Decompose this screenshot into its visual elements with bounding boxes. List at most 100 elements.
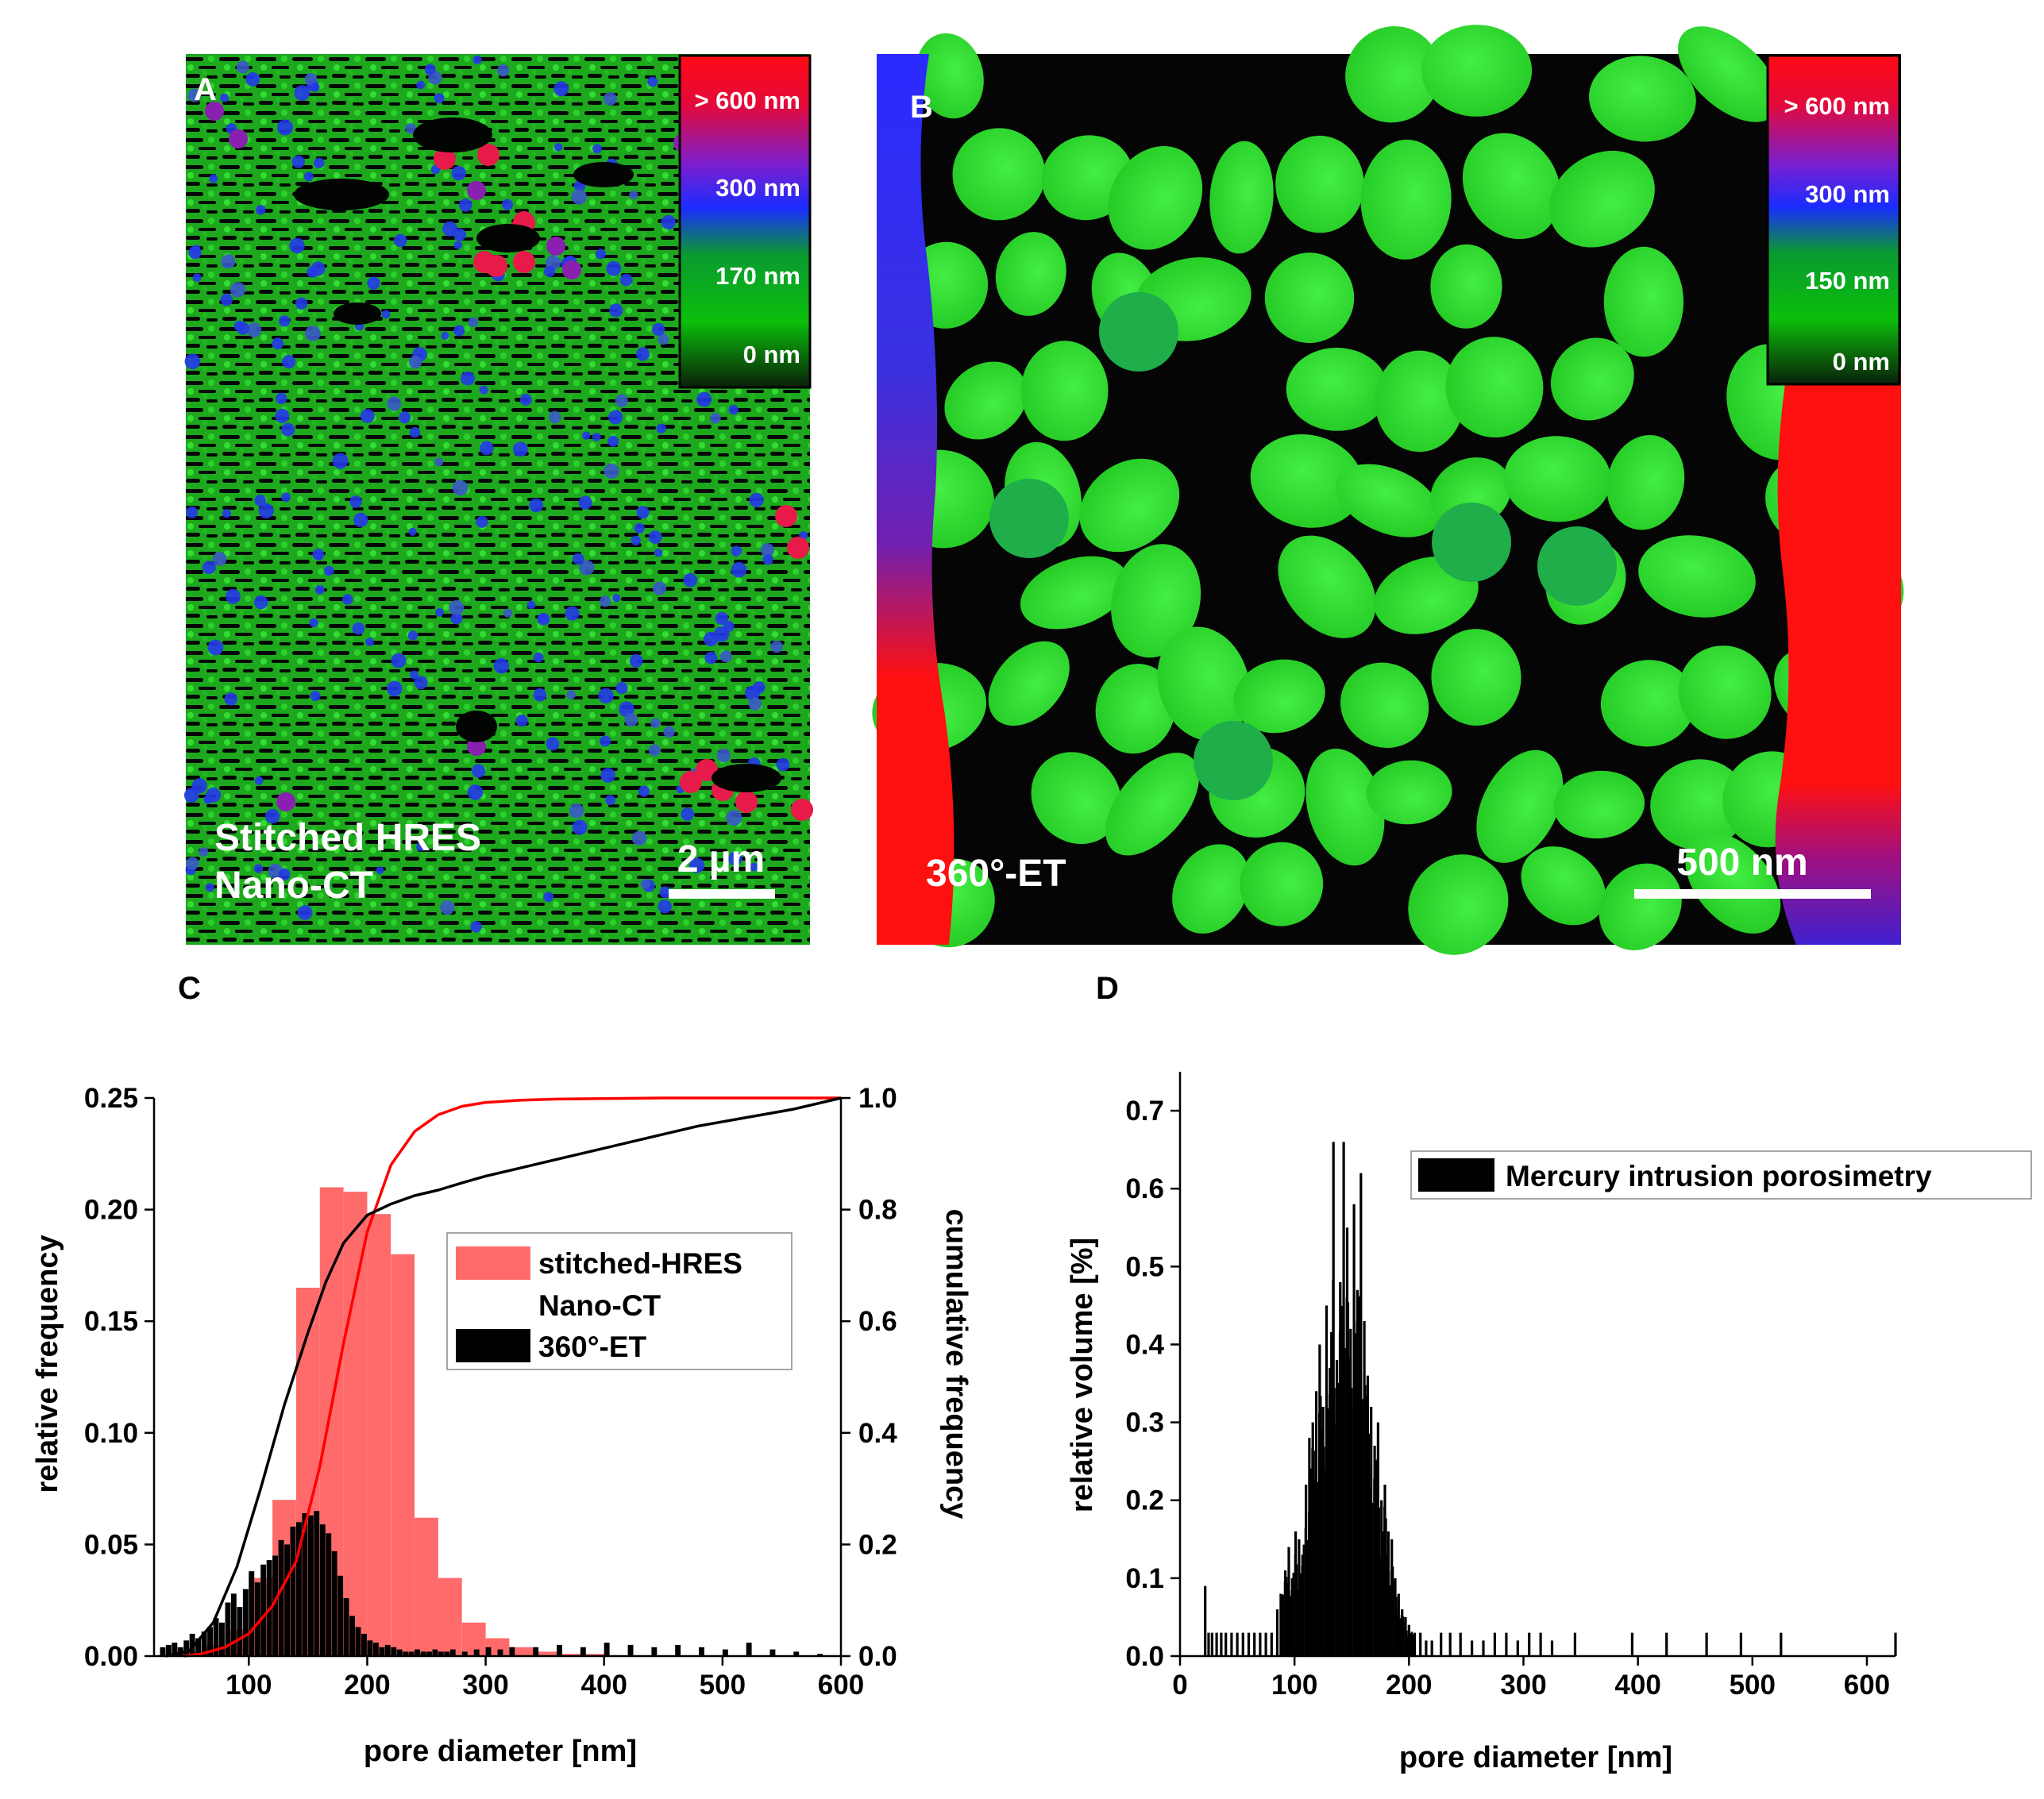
mip-bar-fill	[1373, 1478, 1375, 1656]
particle	[1020, 556, 1128, 630]
particle	[1600, 660, 1695, 747]
mip-bar-fill	[1321, 1430, 1324, 1656]
particle	[1345, 26, 1441, 123]
et-bar	[396, 1649, 403, 1656]
mip-bar-fill	[1311, 1448, 1313, 1656]
pore-dot-blue	[461, 371, 475, 386]
panel-d-x-axis-label: pore diameter [nm]	[1399, 1741, 1672, 1774]
mip-bar	[1224, 1632, 1228, 1656]
d-y-tick-label: 0.0	[1125, 1641, 1164, 1672]
mip-bar-fill	[1356, 1320, 1358, 1656]
pore-dot-blue	[307, 266, 318, 278]
panel-a-caption-line-1: Stitched HRES	[214, 817, 481, 859]
et-bar	[651, 1647, 658, 1656]
particle	[1606, 434, 1685, 530]
et-bar	[230, 1593, 237, 1656]
mip-bar-fill	[1298, 1590, 1300, 1656]
et-bar	[372, 1643, 379, 1656]
mip-bar	[1894, 1632, 1897, 1656]
c-y2-tick-label: 0.2	[858, 1529, 897, 1560]
pore-dot-blue	[683, 572, 697, 587]
et-bar	[343, 1597, 349, 1656]
panel-b-right-edge	[1775, 365, 1901, 945]
pore-dot-blue	[604, 463, 619, 480]
pore-dot-blue	[578, 495, 592, 510]
pore-dot-blue	[206, 788, 222, 803]
et-bar	[165, 1644, 172, 1656]
mip-bar-fill	[1318, 1412, 1321, 1656]
panel-c-legend-label-hres-1: stitched-HRES	[538, 1247, 742, 1280]
c-y-tick-label: 0.15	[84, 1306, 138, 1337]
hres-bar	[438, 1577, 462, 1656]
pore-dot-blue	[233, 320, 245, 332]
mip-bar-fill	[1290, 1590, 1293, 1656]
et-bar	[237, 1607, 243, 1656]
pore-dot-blue	[753, 681, 766, 694]
panel-a-pore-dots	[183, 55, 813, 933]
pore-dot-blue	[615, 394, 628, 407]
pore-void	[334, 302, 381, 325]
d-x-tick-label: 600	[1844, 1670, 1890, 1701]
particle	[1172, 844, 1250, 934]
mip-bar	[1471, 1640, 1474, 1656]
mip-bar-fill	[1285, 1577, 1288, 1656]
pore-dot-blue	[731, 561, 747, 578]
pore-dot-blue	[184, 353, 201, 370]
mip-bar-fill	[1395, 1597, 1398, 1656]
et-bar	[403, 1651, 409, 1656]
particle	[1462, 133, 1561, 240]
mip-bar-fill	[1295, 1564, 1298, 1656]
pore-dot-blue	[272, 337, 284, 350]
pore-dot-blue	[405, 123, 416, 134]
pore-dot-blue	[470, 921, 482, 933]
et-bar	[195, 1638, 202, 1656]
pore-dot-blue	[634, 522, 645, 534]
pore-dot-blue	[191, 245, 201, 253]
mip-bar-fill	[1325, 1470, 1327, 1656]
particle	[1108, 146, 1203, 250]
pore-dot-blue	[503, 608, 513, 618]
pore-dot-blue	[254, 595, 268, 610]
et-bar	[408, 1651, 415, 1656]
et-bar	[260, 1564, 267, 1656]
pore-dot-blue	[629, 654, 643, 668]
pore-dot-blue	[749, 492, 764, 508]
pore-dot-blue	[704, 651, 718, 665]
mip-bar-fill	[1361, 1399, 1363, 1656]
mip-bar-fill	[1314, 1478, 1317, 1656]
pore-dot-blue	[658, 333, 669, 345]
pore-dot-blue	[603, 92, 617, 106]
pore-dot-blue	[186, 506, 199, 518]
pore-dot-blue	[353, 512, 368, 528]
panel-d: D 0 100 200 300 400 500 6000.00.10.20.30.40.50…	[1066, 971, 2032, 1774]
et-bar	[272, 1555, 278, 1656]
mip-bar	[1528, 1632, 1531, 1656]
mip-bar	[1270, 1632, 1273, 1656]
pore-dot-blue	[652, 581, 667, 595]
particle	[944, 361, 1028, 440]
pore-dot-blue	[647, 76, 658, 87]
pore-dot-blue	[297, 905, 313, 920]
et-bar	[473, 1649, 480, 1656]
pore-dot-blue	[458, 198, 472, 212]
panel-a-colorbar	[678, 54, 812, 389]
mip-bar-fill	[1320, 1396, 1322, 1656]
pore-dot-blue	[661, 214, 676, 229]
pore-dot-blue	[394, 233, 407, 248]
particle	[1157, 626, 1250, 741]
et-bar	[580, 1647, 586, 1656]
c-y-tick-label: 0.05	[84, 1529, 138, 1560]
panel-a: > 600 nm 300 nm 170 nm 0 nm A Stitched H…	[183, 54, 813, 945]
mip-bar	[1705, 1632, 1708, 1656]
particle	[1250, 434, 1363, 528]
pore-dot-red	[787, 537, 809, 559]
panel-c-legend: stitched-HRES Nano-CT 360°-ET	[446, 1232, 793, 1370]
particle	[988, 641, 1070, 726]
pore-dot-blue	[253, 864, 264, 873]
mip-bar	[1505, 1632, 1508, 1656]
pore-dot-blue	[608, 410, 623, 425]
cumulative-et-line	[165, 1096, 842, 1658]
panel-b-colorbar-label-max: > 600 nm	[1784, 92, 1890, 120]
c-x-tick-label: 100	[226, 1670, 272, 1701]
et-bar	[793, 1651, 800, 1656]
